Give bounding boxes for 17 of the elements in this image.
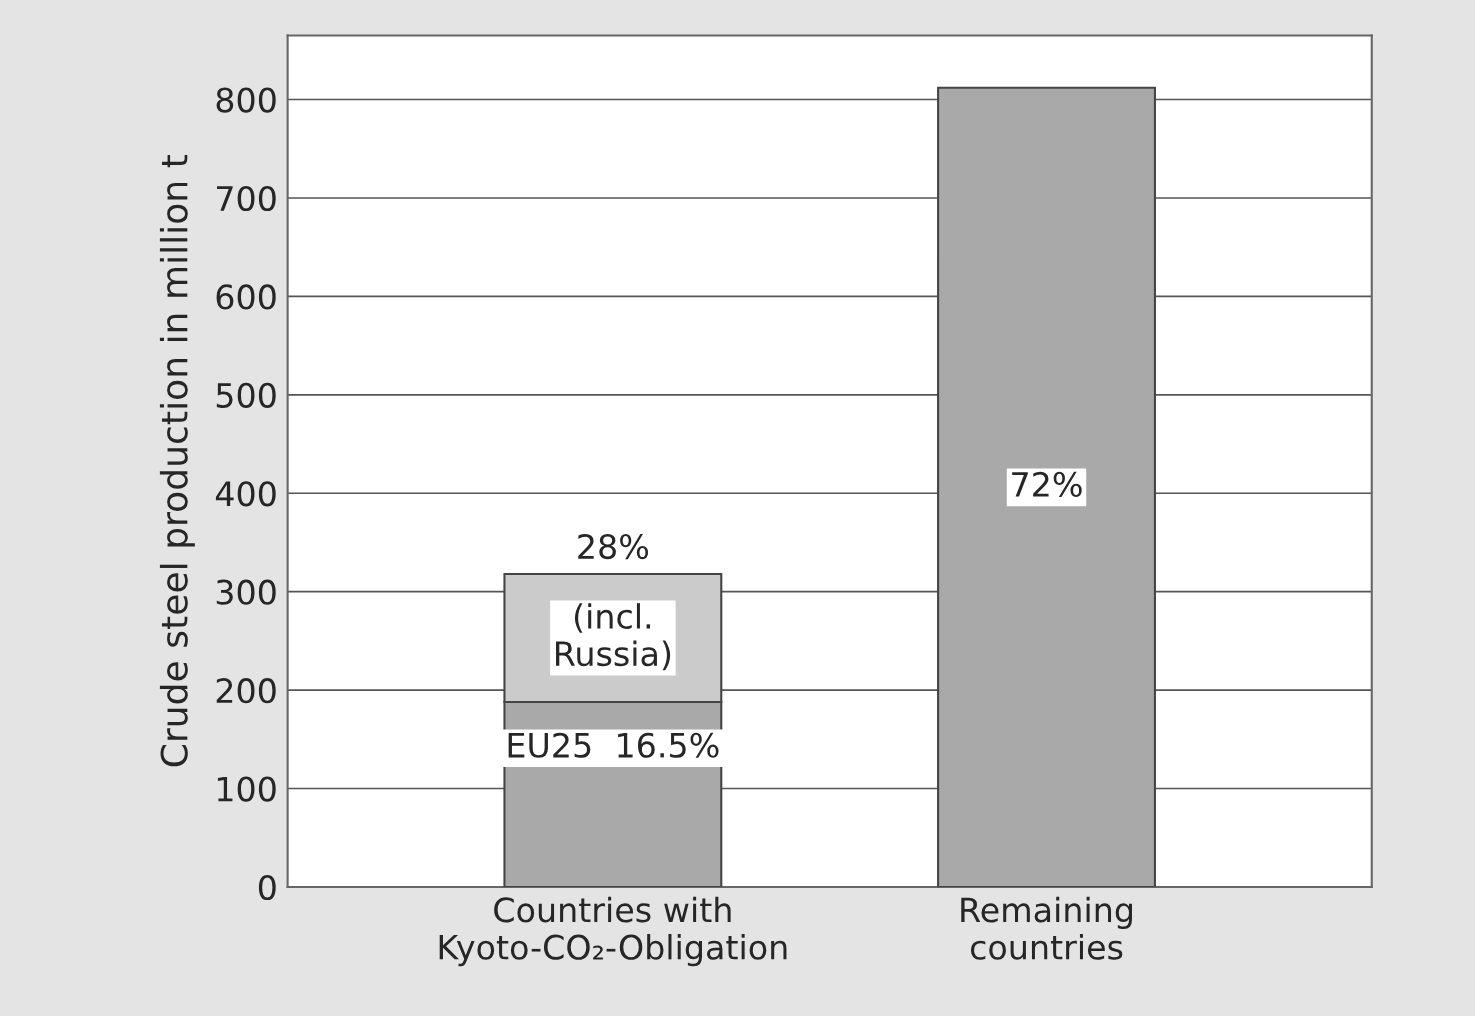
annotation: 72% [1012, 471, 1082, 498]
y-tick-label: 300 [216, 579, 276, 605]
annotation: 28% [578, 533, 649, 560]
y-axis-title: Crude steel production in million t [159, 155, 195, 767]
annotation: (incl. Russia) [556, 603, 671, 671]
y-tick-label: 0 [258, 874, 276, 901]
annotation: EU25 16.5% [508, 732, 719, 758]
y-tick-label: 700 [217, 185, 276, 212]
y-tick-label: 800 [216, 87, 276, 113]
x-tick-label: Countries with Kyoto-CO₂-Obligation [439, 896, 787, 967]
y-tick-label: 100 [217, 776, 276, 802]
bar [937, 86, 1156, 887]
x-tick-label: Remaining countries [961, 896, 1132, 960]
y-tick-label: 200 [216, 678, 276, 704]
y-tick-label: 400 [215, 481, 276, 507]
y-tick-label: 600 [216, 284, 276, 310]
y-tick-label: 500 [216, 382, 276, 408]
